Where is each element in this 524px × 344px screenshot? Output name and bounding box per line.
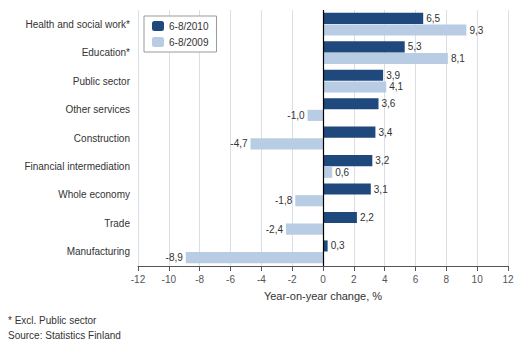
svg-text:Source: Statistics Finland: Source: Statistics Finland (8, 330, 121, 341)
svg-text:-8,9: -8,9 (166, 252, 184, 263)
svg-text:3,1: 3,1 (374, 184, 388, 195)
svg-text:-4: -4 (257, 274, 266, 285)
svg-text:Year-on-year change, %: Year-on-year change, % (264, 290, 382, 302)
svg-text:-8: -8 (195, 274, 204, 285)
svg-text:-6: -6 (226, 274, 235, 285)
svg-text:9,3: 9,3 (469, 25, 483, 36)
svg-text:12: 12 (502, 274, 514, 285)
svg-text:6: 6 (413, 274, 419, 285)
svg-text:* Excl. Public sector: * Excl. Public sector (8, 315, 97, 326)
svg-text:Education*: Education* (82, 47, 130, 58)
svg-text:-2,4: -2,4 (266, 224, 284, 235)
svg-text:0: 0 (320, 274, 326, 285)
svg-text:5,3: 5,3 (408, 41, 422, 52)
svg-text:-1,8: -1,8 (275, 195, 293, 206)
svg-text:Manufacturing: Manufacturing (67, 246, 130, 257)
svg-text:0,3: 0,3 (331, 240, 345, 251)
svg-text:Construction: Construction (74, 133, 130, 144)
svg-text:Public sector: Public sector (73, 76, 131, 87)
svg-text:-12: -12 (131, 274, 146, 285)
svg-text:8: 8 (444, 274, 450, 285)
svg-text:Other services: Other services (66, 104, 130, 115)
svg-text:3,4: 3,4 (378, 127, 392, 138)
svg-text:6-8/2009: 6-8/2009 (169, 37, 209, 48)
svg-text:0,6: 0,6 (335, 167, 349, 178)
svg-text:2: 2 (351, 274, 357, 285)
svg-text:-1,0: -1,0 (287, 110, 305, 121)
svg-text:3,2: 3,2 (375, 155, 389, 166)
svg-text:8,1: 8,1 (451, 53, 465, 64)
svg-text:-4,7: -4,7 (230, 138, 248, 149)
svg-text:-2: -2 (288, 274, 297, 285)
svg-text:Whole economy: Whole economy (58, 189, 130, 200)
svg-text:Health and social work*: Health and social work* (26, 19, 131, 30)
svg-text:2,2: 2,2 (360, 212, 374, 223)
svg-text:10: 10 (472, 274, 484, 285)
svg-text:3,6: 3,6 (382, 98, 396, 109)
svg-text:6,5: 6,5 (426, 13, 440, 24)
svg-text:-10: -10 (162, 274, 177, 285)
svg-text:4: 4 (382, 274, 388, 285)
svg-text:Financial intermediation: Financial intermediation (24, 161, 130, 172)
svg-text:3,9: 3,9 (386, 70, 400, 81)
svg-text:4,1: 4,1 (389, 81, 403, 92)
svg-text:6-8/2010: 6-8/2010 (169, 21, 209, 32)
svg-text:Trade: Trade (104, 218, 130, 229)
